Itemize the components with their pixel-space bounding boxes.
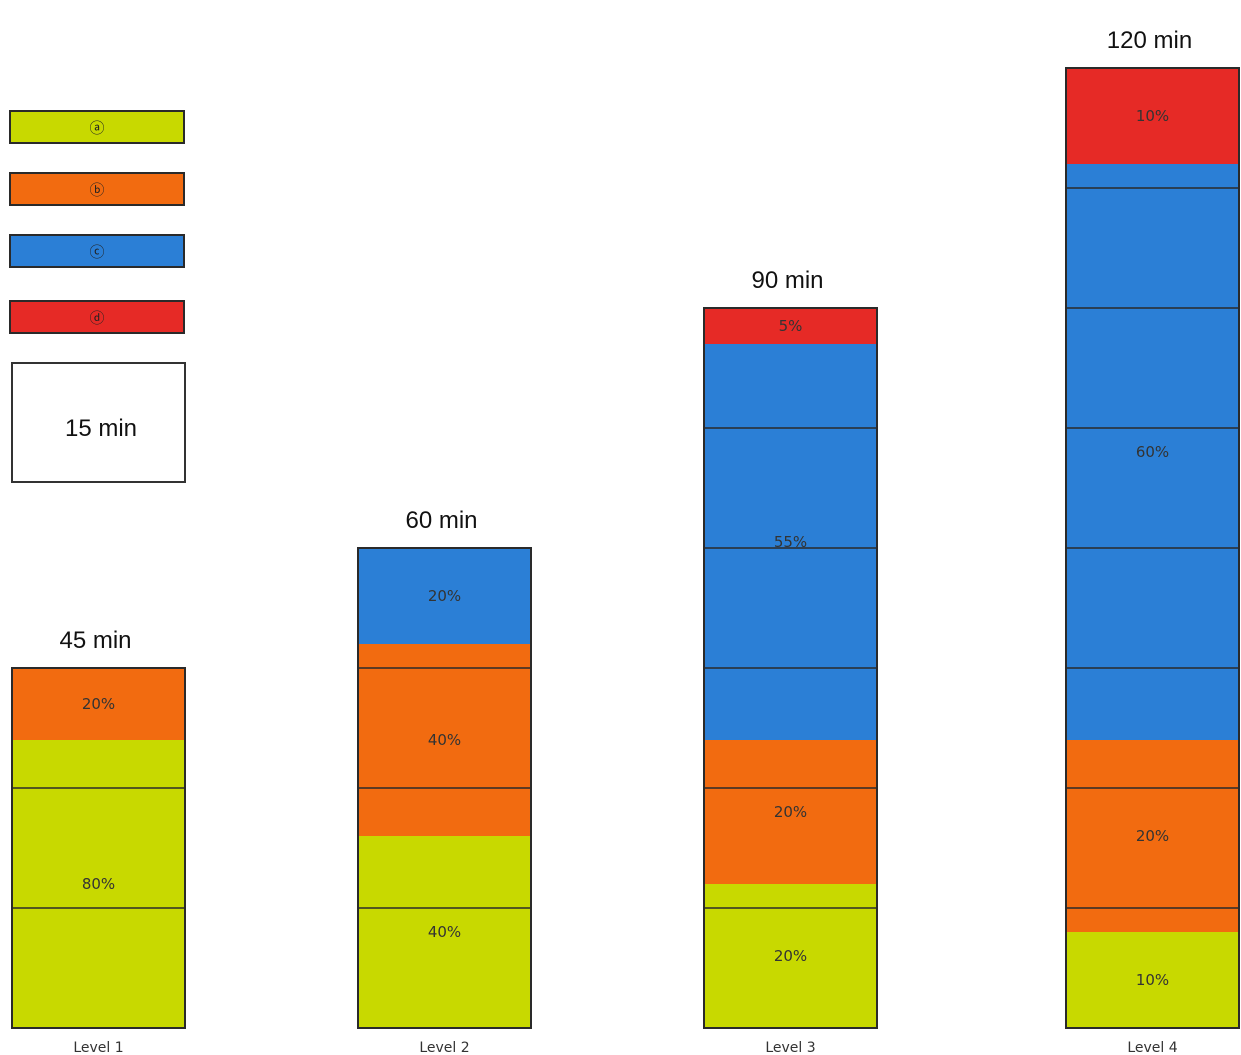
bar-segment: [358, 644, 531, 836]
legend-item: ⓐ: [9, 110, 185, 144]
unit-scale-block: 15 min: [11, 362, 186, 483]
legend: ⓐ ⓑ ⓒ ⓓ: [9, 110, 185, 334]
segment-label: 20%: [1136, 827, 1169, 845]
bar-4: 10% 20% 60% 10% 120 min Level 4: [1065, 27, 1240, 1055]
bar-segment: [1066, 740, 1239, 932]
segment-label: 20%: [774, 947, 807, 965]
segment-label: 80%: [82, 875, 115, 893]
segment-label: 5%: [779, 317, 803, 335]
legend-swatch: [9, 300, 185, 334]
category-label: Level 1: [73, 1040, 123, 1055]
legend-swatch: [9, 172, 185, 206]
category-label: Level 3: [765, 1040, 815, 1055]
segment-label: 20%: [774, 803, 807, 821]
bar-total-label: 45 min: [59, 627, 131, 654]
bar-segment: [704, 740, 877, 884]
bar-outline: [703, 307, 878, 1029]
legend-item: ⓓ: [9, 300, 185, 334]
unit-block-box: [11, 362, 186, 483]
segment-label: 40%: [428, 731, 461, 749]
bar-total-label: 60 min: [405, 507, 477, 534]
bar-total-label: 90 min: [751, 267, 823, 294]
segment-label: 40%: [428, 923, 461, 941]
segment-label: 20%: [82, 695, 115, 713]
bar-outline: [357, 547, 532, 1029]
category-label: Level 2: [419, 1040, 469, 1055]
bar-2: 40% 40% 20% 60 min Level 2: [357, 507, 532, 1055]
segment-label: 55%: [774, 533, 807, 551]
segment-label: 60%: [1136, 443, 1169, 461]
bar-outline: [1065, 67, 1240, 1029]
bar-total-label: 120 min: [1107, 27, 1192, 54]
segment-label: 10%: [1136, 107, 1169, 125]
category-label: Level 4: [1127, 1040, 1177, 1055]
bar-segment: [12, 668, 185, 740]
bar-segment: [704, 308, 877, 344]
bar-segment: [1066, 164, 1239, 740]
bar-outline: [11, 667, 186, 1029]
legend-label: ⓐ: [89, 119, 104, 137]
segment-label: 10%: [1136, 971, 1169, 989]
legend-swatch: [9, 110, 185, 144]
legend-item: ⓑ: [9, 172, 185, 206]
legend-label: ⓓ: [89, 309, 104, 327]
legend-label: ⓑ: [89, 181, 104, 199]
bar-segment: [358, 548, 531, 644]
unit-block-label: 15 min: [65, 415, 137, 442]
legend-item: ⓒ: [9, 234, 185, 268]
segment-label: 20%: [428, 587, 461, 605]
bar-1: 80% 20% 45 min Level 1: [11, 627, 186, 1055]
bar-3: 20% 20% 55% 5% 90 min Level 3: [703, 267, 878, 1055]
legend-swatch: [9, 234, 185, 268]
bar-segment: [358, 836, 531, 1028]
bar-segment: [704, 344, 877, 740]
bar-segment: [1066, 932, 1239, 1028]
bars: 80% 20% 45 min Level 1 40% 40% 20% 60 min Level …: [11, 27, 1240, 1055]
bar-segment: [1066, 68, 1239, 164]
legend-label: ⓒ: [89, 243, 104, 261]
